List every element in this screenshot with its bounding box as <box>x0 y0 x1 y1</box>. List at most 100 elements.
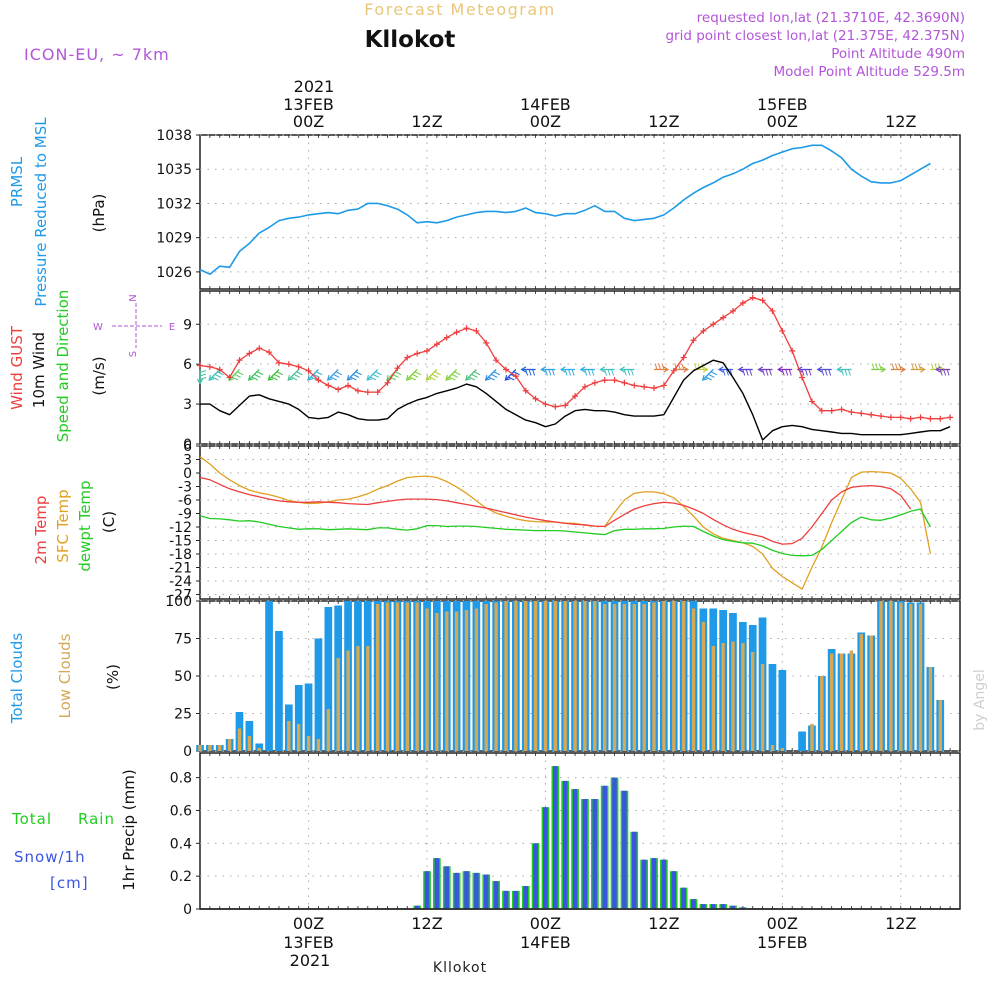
snow-bar <box>513 890 519 909</box>
y-tick-label: 25 <box>174 707 192 723</box>
wind-barb-shaft <box>465 369 477 381</box>
wind-barb-shaft <box>445 369 458 381</box>
wind-barb-feather <box>375 371 382 376</box>
bottom-time-label: 12Z <box>885 914 916 933</box>
snow-bar <box>740 907 746 909</box>
snow-bar <box>691 899 696 909</box>
total-cloud-bar <box>798 731 806 751</box>
wind-barb-shaft <box>406 369 418 381</box>
product-title: Forecast Meteogram <box>364 0 555 19</box>
gust-marker <box>404 354 411 361</box>
total-clouds-label: Total Clouds <box>8 633 26 725</box>
wind-barb-feather <box>891 363 895 370</box>
wind-barb-head <box>777 366 783 373</box>
y-tick-label: 0.4 <box>170 836 192 852</box>
wind-unit-label: (m/s) <box>90 356 108 395</box>
low-cloud-bar <box>395 602 400 751</box>
low-cloud-bar <box>760 664 765 751</box>
wind-barb-shaft <box>287 369 300 381</box>
wind-gust-label: Wind GUST <box>8 325 26 410</box>
low-cloud-bar <box>681 601 686 751</box>
wind-barb <box>579 366 595 376</box>
point-altitude: Point Altitude 490m <box>831 46 965 62</box>
wind-barb <box>287 369 303 381</box>
low-cloud-bar <box>820 676 824 751</box>
requested-coords: requested lon,lat (21.3710E, 42.3690N) <box>697 10 965 26</box>
top-time-label: 00Z <box>530 112 561 131</box>
wind-barb-head <box>619 366 625 373</box>
bottom-year-label: 2021 <box>290 951 331 970</box>
snow-bar <box>474 872 479 909</box>
wind-barb-feather <box>824 369 828 376</box>
wind-barb-feather <box>937 363 941 370</box>
wind-barb-feather <box>212 376 219 381</box>
low-cloud-bar <box>415 602 419 751</box>
wind-barb-feather <box>508 376 515 381</box>
wind-barb-feather <box>804 369 808 376</box>
wind-barb-feather <box>745 369 749 376</box>
low-cloud-bar <box>741 643 745 751</box>
low-cloud-bar <box>642 604 646 751</box>
wind-barb-feather <box>914 363 918 370</box>
gust-marker <box>651 385 658 392</box>
wind-barb-feather <box>237 371 244 376</box>
low-cloud-bar <box>316 739 321 751</box>
low-cloud-bar <box>612 604 617 751</box>
low-cloud-bar <box>652 602 656 751</box>
total-cloud-bar <box>314 638 323 751</box>
low-cloud-bar <box>257 748 261 751</box>
wind-barb-feather <box>623 369 627 376</box>
low-cloud-bar <box>474 608 479 751</box>
y-tick-label: 0.8 <box>170 771 192 787</box>
wind-barb-feather <box>785 369 789 376</box>
low-cloud-bar <box>849 650 854 751</box>
low-cloud-bar <box>543 601 548 751</box>
low-cloud-bar <box>672 601 676 751</box>
gust-marker <box>275 359 282 366</box>
wind-barb-feather <box>939 369 943 376</box>
gust-marker <box>828 407 835 414</box>
wind-barb-shaft <box>702 369 714 381</box>
precip-unit-label: 1hr Precip (mm) <box>120 769 138 890</box>
wind-barb-feather <box>840 369 844 376</box>
dewpt-temp-line <box>199 508 931 557</box>
low-cloud-bar <box>632 604 636 751</box>
snow-bar <box>641 859 647 909</box>
gust-marker <box>374 389 381 396</box>
snow-bar <box>454 872 459 909</box>
total-cloud-bar <box>324 607 333 751</box>
model-point-altitude: Model Point Altitude 529.5m <box>774 64 965 80</box>
wind-barb-feather <box>330 376 337 381</box>
wind-barb-feather <box>199 377 207 380</box>
gust-marker <box>206 363 213 370</box>
low-cloud-bar <box>830 653 834 751</box>
wind-barb-head <box>934 366 941 373</box>
gust-marker <box>216 366 223 373</box>
snow-bar <box>503 890 509 909</box>
wind-barb-head <box>717 366 724 373</box>
panel-frame <box>199 134 961 290</box>
gust-marker <box>433 341 440 348</box>
wind-barb-feather <box>611 369 615 376</box>
gust-marker <box>631 382 638 389</box>
y-tick-label: -9 <box>178 507 192 523</box>
wind-barb-feather <box>844 369 848 376</box>
footer-location: Kllokot <box>433 960 487 976</box>
wind-barb-feather <box>722 369 726 376</box>
wind-barb-feather <box>742 369 746 376</box>
low-cloud-bar <box>227 739 232 751</box>
wind-barb <box>247 369 264 381</box>
wind-barb <box>619 366 635 376</box>
gust-marker <box>720 314 727 321</box>
wind-barb-feather <box>871 363 875 370</box>
gust-marker <box>512 373 519 380</box>
wind-barb-head <box>247 374 254 381</box>
gust-marker <box>947 414 954 421</box>
wind-barb-feather <box>705 376 712 381</box>
y-tick-label: 1029 <box>156 231 192 247</box>
wind-barb <box>520 366 536 376</box>
low-cloud-bar <box>464 610 469 751</box>
wind-barb <box>673 363 689 373</box>
low-cloud-bar <box>198 745 202 751</box>
